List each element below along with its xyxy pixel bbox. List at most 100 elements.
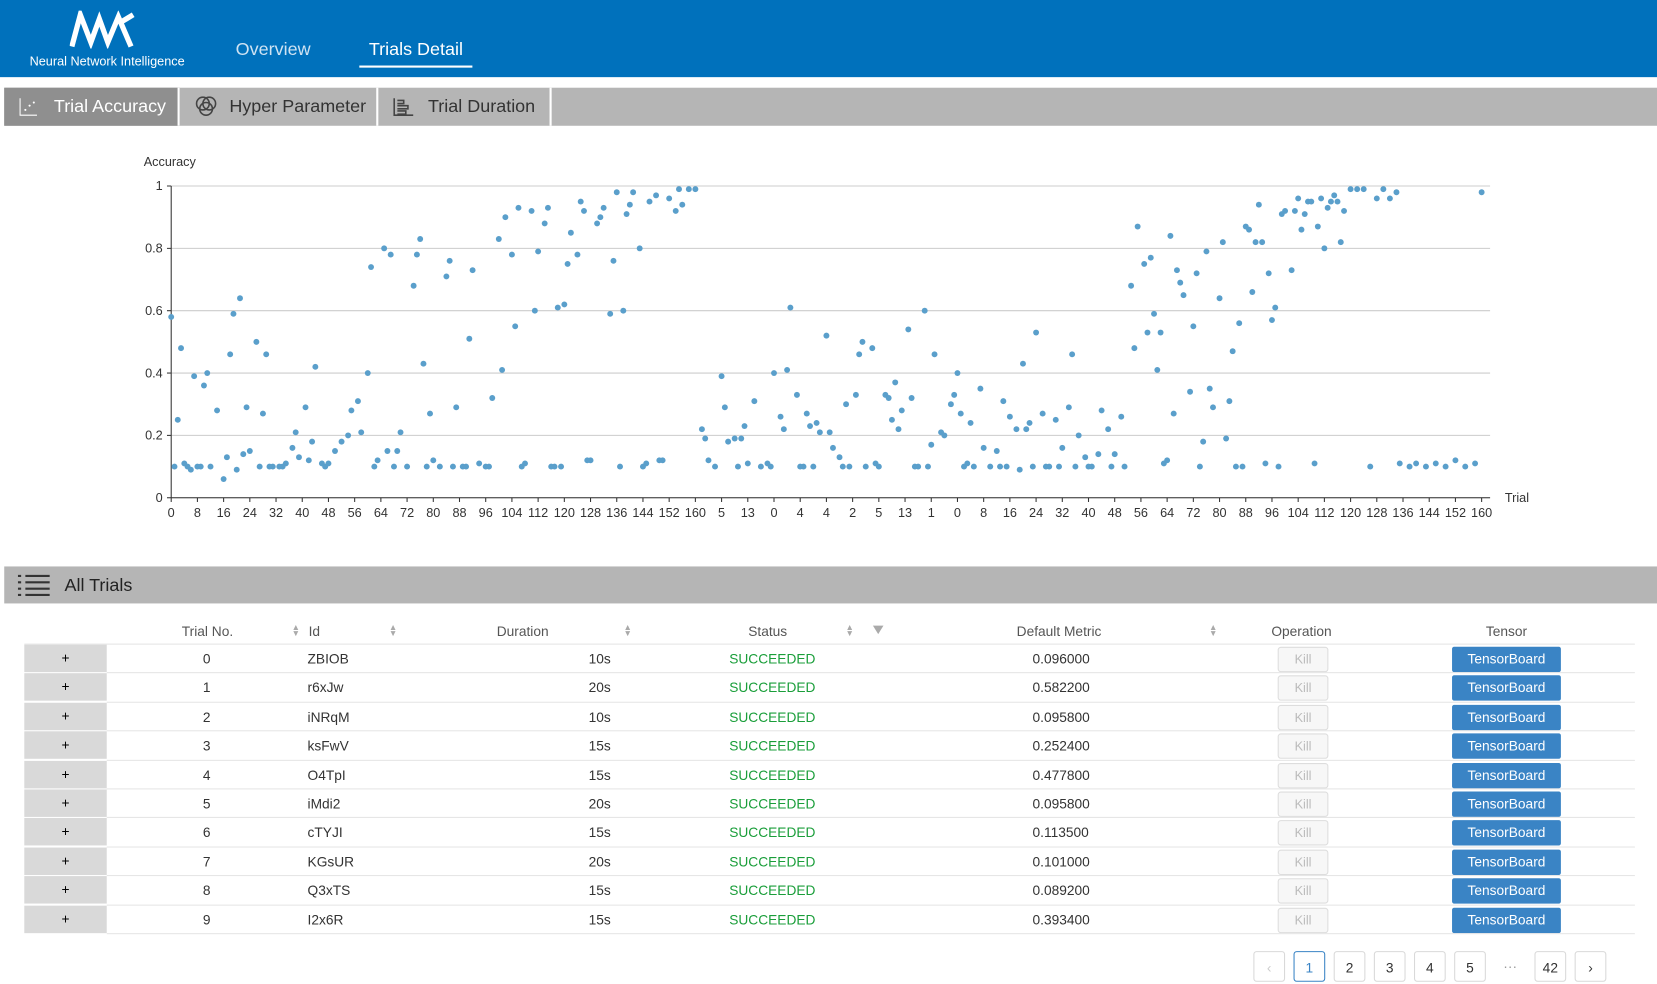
expand-button[interactable]: + [24,818,106,845]
point [1259,239,1265,245]
kill-button[interactable]: Kill [1278,676,1329,701]
page-button[interactable]: 3 [1374,951,1406,982]
duration: 15s [589,912,611,928]
point [1194,270,1200,276]
expand-button[interactable]: + [24,905,106,932]
x-tick-label: 13 [898,506,912,520]
x-tick-label: 80 [426,506,440,520]
page-button[interactable]: 4 [1414,951,1446,982]
page-button[interactable]: 1 [1294,951,1326,982]
trial-id: Q3xTS [308,883,351,899]
point [932,351,938,357]
tensorboard-button[interactable]: TensorBoard [1452,792,1561,817]
tensorboard-button[interactable]: TensorBoard [1452,676,1561,701]
sort-icon[interactable]: ▲▼ [1209,625,1217,638]
filter-icon[interactable] [873,626,884,634]
point [751,398,757,404]
kill-button[interactable]: Kill [1278,792,1329,817]
point [427,411,433,417]
expand-button[interactable]: + [24,674,106,701]
y-tick-label: 1 [156,179,163,193]
page-button[interactable]: 42 [1534,951,1566,982]
kill-button[interactable]: Kill [1278,647,1329,672]
tab-label: Trial Accuracy [54,96,166,116]
tensorboard-button[interactable]: TensorBoard [1452,705,1561,730]
kill-button[interactable]: Kill [1278,878,1329,903]
point [837,454,843,460]
tensorboard-button[interactable]: TensorBoard [1452,907,1561,932]
tensorboard-button[interactable]: TensorBoard [1452,734,1561,759]
point [365,370,371,376]
next-page[interactable]: › [1575,951,1607,982]
x-tick-label: 64 [374,506,388,520]
prev-page[interactable]: ‹ [1253,951,1285,982]
point [1223,436,1229,442]
kill-button[interactable]: Kill [1278,907,1329,932]
status: SUCCEEDED [729,767,815,783]
point [1171,411,1177,417]
tensorboard-button[interactable]: TensorBoard [1452,878,1561,903]
tensorboard-button[interactable]: TensorBoard [1452,763,1561,788]
kill-button[interactable]: Kill [1278,734,1329,759]
expand-button[interactable]: + [24,760,106,787]
x-tick-label: 160 [685,506,706,520]
kill-button[interactable]: Kill [1278,849,1329,874]
nav-trials-detail[interactable]: Trials Detail [359,39,472,68]
point [1335,199,1341,205]
point [1161,461,1167,467]
sort-icon[interactable]: ▲▼ [292,625,300,638]
point [1269,317,1275,323]
point [208,464,214,470]
point [1128,283,1134,289]
tab-label: Hyper Parameter [229,96,366,116]
sort-icon[interactable]: ▲▼ [624,625,632,638]
point [1190,323,1196,329]
point [512,323,518,329]
row-line [107,730,1635,731]
expand-button[interactable]: + [24,703,106,730]
point [391,464,397,470]
expand-button[interactable]: + [24,876,106,903]
page-button[interactable]: 2 [1334,951,1366,982]
page-button[interactable]: 5 [1454,951,1486,982]
point [309,439,315,445]
x-tick-label: 40 [295,506,309,520]
point [1151,311,1157,317]
row-line [107,846,1635,847]
point [987,464,993,470]
sort-icon[interactable]: ▲▼ [845,625,853,638]
x-tick-label: 72 [1186,506,1200,520]
x-tick-label: 144 [1419,506,1440,520]
point [647,199,653,205]
row-line [107,875,1635,876]
expand-button[interactable]: + [24,847,106,874]
tensorboard-button[interactable]: TensorBoard [1452,820,1561,845]
point [1220,239,1226,245]
point [601,205,607,211]
nav-overview[interactable]: Overview [236,39,311,60]
point [1246,227,1252,233]
point [1154,367,1160,373]
expand-button[interactable]: + [24,732,106,759]
point [1059,445,1065,451]
expand-button[interactable]: + [24,645,106,672]
x-tick-label: 112 [528,506,548,520]
kill-button[interactable]: Kill [1278,705,1329,730]
tensorboard-button[interactable]: TensorBoard [1452,849,1561,874]
point [188,467,194,473]
duration: 10s [589,709,611,725]
point [1210,404,1216,410]
kill-button[interactable]: Kill [1278,763,1329,788]
tensorboard-button[interactable]: TensorBoard [1452,647,1561,672]
x-tick-label: 120 [554,506,575,520]
point [568,230,574,236]
point [584,457,590,463]
point [1122,464,1128,470]
point [1148,255,1154,261]
kill-button[interactable]: Kill [1278,820,1329,845]
x-tick-label: 2 [849,506,856,520]
sort-icon[interactable]: ▲▼ [389,625,397,638]
point [535,249,541,255]
point [1318,196,1324,202]
expand-button[interactable]: + [24,789,106,816]
